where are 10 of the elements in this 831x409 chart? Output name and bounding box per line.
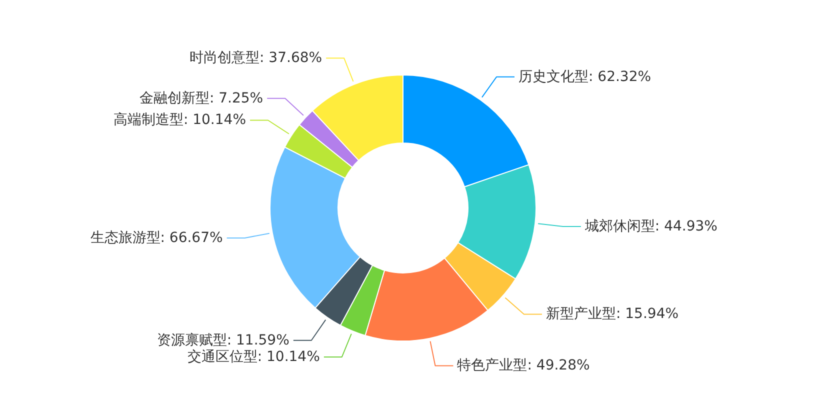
slice-label: 特色产业型: 49.28% xyxy=(457,358,590,374)
slice-label: 交通区位型: 10.14% xyxy=(187,348,320,365)
slice-label: 金融创新型: 7.25% xyxy=(139,90,264,106)
slice-label: 城郊休闲型: 44.93% xyxy=(584,218,718,235)
slice-label: 资源禀赋型: 11.59% xyxy=(156,332,290,348)
slice-label: 生态旅游型: 66.67% xyxy=(90,230,223,246)
slice-label: 高端制造型: 10.14% xyxy=(113,112,246,128)
slice-label: 新型产业型: 15.94% xyxy=(546,306,679,322)
slice-label: 时尚创意型: 37.68% xyxy=(190,50,322,66)
slice-label: 历史文化型: 62.32% xyxy=(518,68,652,85)
